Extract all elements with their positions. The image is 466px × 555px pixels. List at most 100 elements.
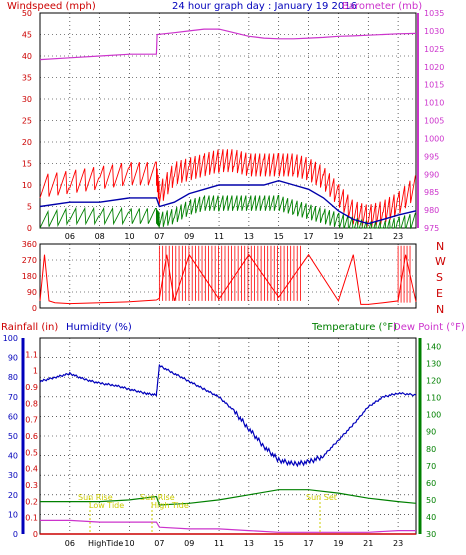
climate-hour-tick: 06 <box>65 539 75 548</box>
temperature-tick: 120 <box>426 377 441 386</box>
humidity-tick: 50 <box>8 432 18 441</box>
wind-direction-series <box>39 253 417 305</box>
compass-n-top: N <box>436 240 444 253</box>
temperature-tick-labels: 30 40 50 60 70 80 90 100 110 120 130 140 <box>426 343 441 539</box>
wind-hour-tick: 19 <box>333 232 343 241</box>
rainfall-tick: 0.9 <box>25 383 38 392</box>
wind-average-series <box>39 179 417 225</box>
humidity-tick-labels: 0 10 20 30 40 50 60 70 80 90 100 <box>3 334 18 539</box>
rainfall-axis-title: Rainfall (in) <box>1 322 58 333</box>
chart-title: 24 hour graph day : January 19 2016 <box>172 1 357 12</box>
wind-gridlines <box>40 13 416 228</box>
sunrise-1-label: Sun Rise <box>78 493 113 502</box>
windspeed-axis-title: Windspeed (mph) <box>7 1 96 12</box>
temperature-tick: 70 <box>426 462 436 471</box>
rainfall-tick: 1 <box>33 367 38 376</box>
temperature-tick: 90 <box>426 428 436 437</box>
barometer-tick: 980 <box>424 206 439 215</box>
direction-tick: 90 <box>27 288 37 297</box>
windspeed-tick: 25 <box>22 117 32 126</box>
rainfall-tick: 0.8 <box>25 399 38 408</box>
annotation-group: Sun Rise Low Tide Sun Rise High Tide Sun… <box>78 493 337 548</box>
windspeed-tick: 10 <box>22 181 32 190</box>
barometer-axis-title: Barometer (mb) <box>342 1 422 12</box>
temperature-tick: 60 <box>426 479 436 488</box>
barometer-tick: 1010 <box>424 99 444 108</box>
temperature-tick: 100 <box>426 411 441 420</box>
temperature-tick: 110 <box>426 394 441 403</box>
rainfall-tick: 0.5 <box>25 448 38 457</box>
humidity-tick: 60 <box>8 412 18 421</box>
temperature-tick: 140 <box>426 343 441 352</box>
climate-hour-tick: 17 <box>303 539 313 548</box>
barometer-tick-labels: 975 980 985 990 995 1000 1005 1010 1015 1020 1025 1… <box>424 9 444 233</box>
sunset-label: Sun Set <box>306 493 337 502</box>
wind-low-series <box>39 195 416 230</box>
humidity-series <box>39 363 417 468</box>
humidity-tick: 100 <box>3 334 18 343</box>
wind-series-group <box>39 28 417 230</box>
lowtide-label: Low Tide <box>89 501 124 510</box>
wind-hour-tick: 23 <box>393 232 403 241</box>
hightide-axis-label: HighTide <box>88 539 123 548</box>
humidity-tick: 40 <box>8 452 18 461</box>
wind-hour-tick: 07 <box>154 232 164 241</box>
rainfall-tick: 0.6 <box>25 432 38 441</box>
climate-hour-tick: 21 <box>363 539 373 548</box>
rainfall-tick: 0.3 <box>25 481 38 490</box>
barometer-tick: 1015 <box>424 81 444 90</box>
wind-hour-tick: 09 <box>184 232 194 241</box>
wind-hour-tick: 15 <box>274 232 284 241</box>
rainfall-tick-labels: 0 0.1 0.2 0.3 0.4 0.5 0.6 0.7 0.8 0.9 1 1.1 <box>25 350 38 539</box>
barometer-series <box>39 28 417 61</box>
climate-hour-tick: 11 <box>214 539 224 548</box>
wind-hour-tick: 21 <box>363 232 373 241</box>
humidity-axis-title: Humidity (%) <box>66 322 132 333</box>
barometer-tick: 1000 <box>424 134 444 143</box>
climate-hour-tick: 13 <box>244 539 254 548</box>
barometer-tick: 1020 <box>424 63 444 72</box>
compass-n-bottom: N <box>436 303 444 316</box>
barometer-tick: 995 <box>424 152 439 161</box>
wind-hour-tick: 10 <box>124 232 134 241</box>
dewpoint-axis-title: Dew Point (°F) <box>393 322 465 333</box>
temperature-tick: 40 <box>426 513 436 522</box>
direction-tick: 270 <box>22 256 37 265</box>
direction-tick: 360 <box>22 240 37 249</box>
humidity-tick: 30 <box>8 471 18 480</box>
climate-hour-tick: 09 <box>184 539 194 548</box>
rainfall-tick: 0.4 <box>25 465 38 474</box>
compass-s: S <box>436 271 443 284</box>
compass-w: W <box>435 255 446 268</box>
temperature-axis-title: Temperature (°F) <box>311 322 397 333</box>
rainfall-tick: 0.1 <box>25 514 38 523</box>
humidity-tick: 80 <box>8 373 18 382</box>
wind-gust-series <box>39 149 416 228</box>
sunrise-2-label: Sun Rise <box>140 493 175 502</box>
windspeed-tick-labels: 0 5 10 15 20 25 30 35 40 45 50 <box>22 9 32 233</box>
humidity-tick: 0 <box>13 530 18 539</box>
dewpoint-series <box>40 519 416 533</box>
barometer-tick: 990 <box>424 170 439 179</box>
wind-hour-tick: 13 <box>244 232 254 241</box>
climate-hour-tick: 19 <box>333 539 343 548</box>
climate-hour-tick: 15 <box>274 539 284 548</box>
barometer-tick: 1035 <box>424 9 444 18</box>
windspeed-tick: 20 <box>22 138 32 147</box>
climate-series-group <box>39 363 417 535</box>
humidity-tick: 10 <box>8 510 18 519</box>
humidity-tick: 20 <box>8 491 18 500</box>
barometer-tick: 975 <box>424 224 439 233</box>
barometer-tick: 985 <box>424 188 439 197</box>
wind-hour-tick: 17 <box>303 232 313 241</box>
windspeed-tick: 45 <box>22 31 32 40</box>
direction-tick-labels: 0 90 180 270 360 <box>22 240 37 313</box>
rainfall-tick: 1.1 <box>25 350 38 359</box>
direction-series-group <box>39 245 417 305</box>
climate-hour-tick: 10 <box>124 539 134 548</box>
barometer-tick: 1030 <box>424 27 444 36</box>
barometer-tick: 1025 <box>424 45 444 54</box>
humidity-tick: 90 <box>8 354 18 363</box>
temperature-tick: 80 <box>426 445 436 454</box>
windspeed-tick: 0 <box>27 224 32 233</box>
